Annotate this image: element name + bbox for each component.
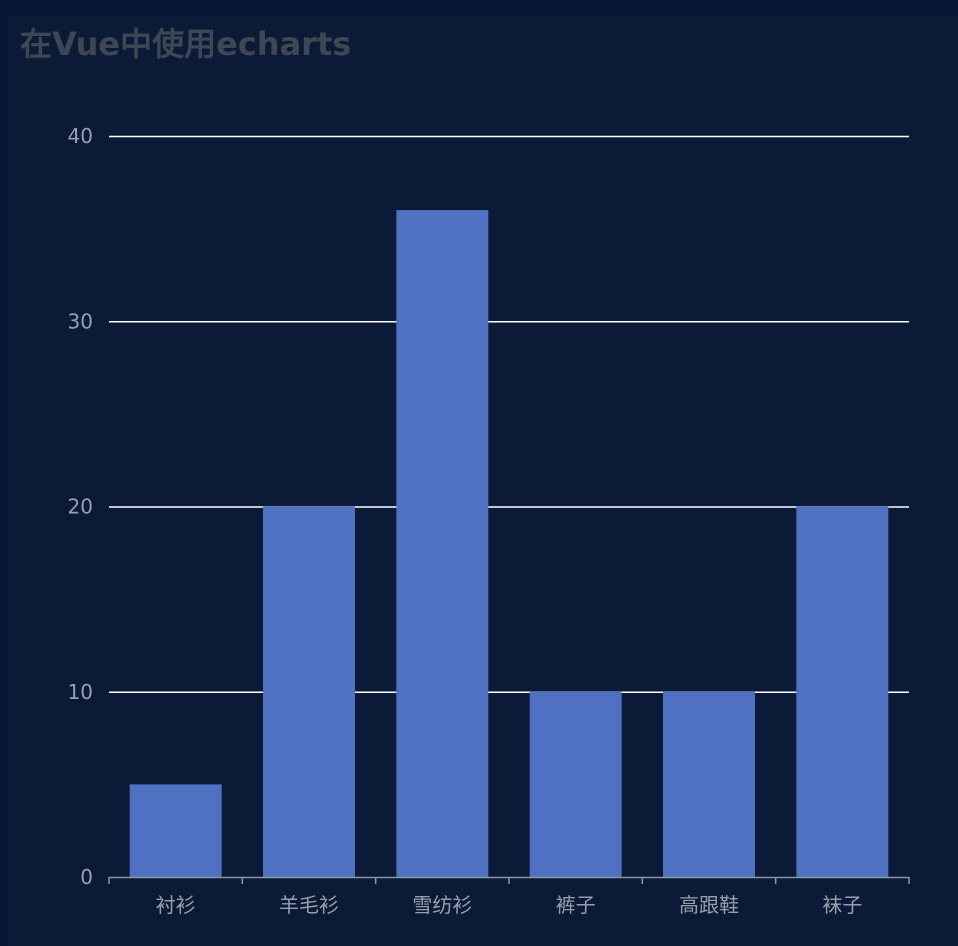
bar-1 (263, 506, 355, 877)
x-tick-label-5: 袜子 (822, 893, 862, 917)
x-axis-labels: 衬衫 羊毛衫 雪纺衫 裤子 高跟鞋 袜子 (156, 893, 863, 917)
y-tick-label-40: 40 (68, 124, 93, 148)
x-tick-label-4: 高跟鞋 (679, 893, 739, 917)
chart-title: 在Vue中使用echarts (20, 25, 352, 63)
x-tick-label-3: 裤子 (556, 893, 596, 917)
y-axis-labels: 0 10 20 30 40 (68, 124, 93, 889)
y-tick-label-0: 0 (80, 865, 93, 889)
x-tick-label-2: 雪纺衫 (412, 893, 472, 917)
bar-2 (396, 210, 489, 878)
bar-0 (129, 784, 222, 877)
bars (129, 210, 889, 878)
y-tick-label-30: 30 (68, 309, 93, 333)
bar-4 (663, 691, 755, 877)
x-axis (108, 876, 910, 884)
bar-3 (529, 691, 622, 877)
y-tick-label-10: 10 (68, 680, 93, 704)
gridlines (109, 135, 909, 693)
bar-5 (796, 506, 889, 877)
y-tick-label-20: 20 (68, 495, 93, 519)
x-tick-label-0: 衬衫 (156, 893, 196, 917)
x-tick-label-1: 羊毛衫 (279, 893, 339, 917)
